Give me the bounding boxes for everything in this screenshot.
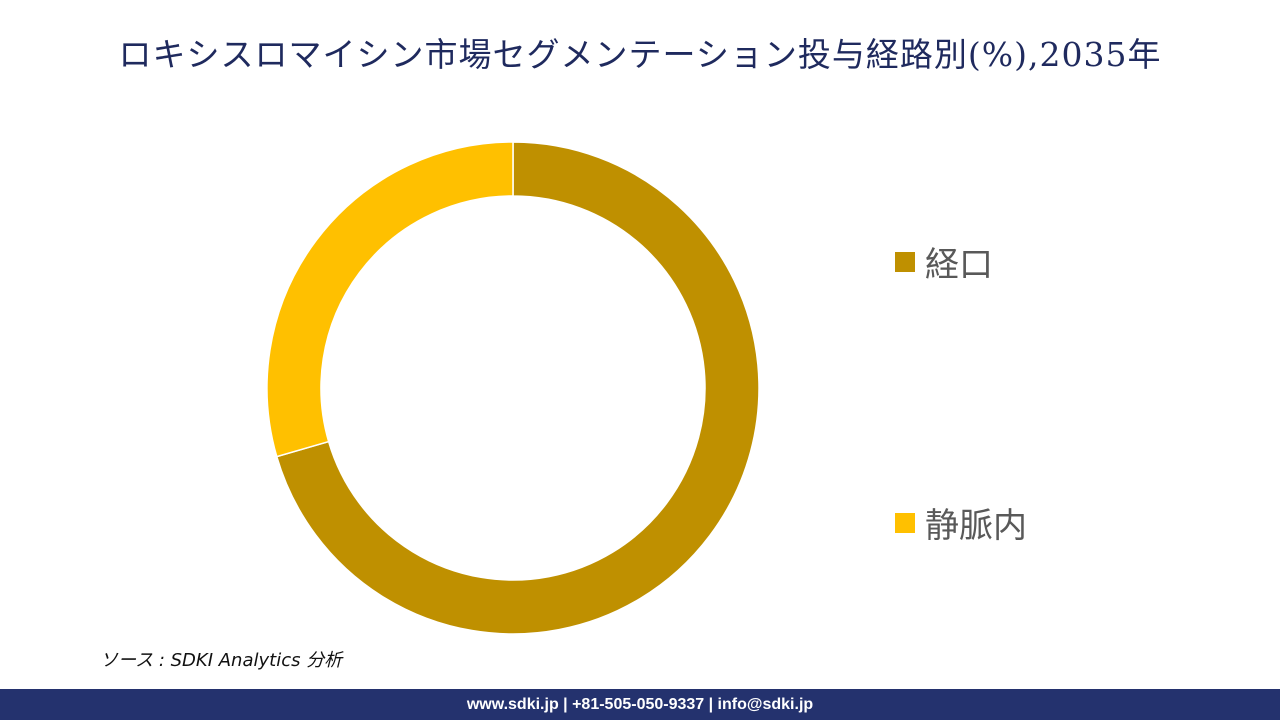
legend-label-oral: 経口 — [925, 245, 993, 285]
chart-title: ロキシスロマイシン市場セグメンテーション投与経路別(%),2035年 — [118, 35, 1162, 74]
legend-item-oral: 経口 — [895, 237, 993, 286]
donut-slice-intravenous — [266, 141, 514, 458]
legend-item-intravenous: 静脈内 — [895, 498, 1027, 547]
legend-swatch-intravenous — [895, 512, 915, 533]
legend-label-intravenous: 静脈内 — [925, 506, 1027, 546]
source-note: ソース : SDKI Analytics 分析 — [100, 650, 343, 671]
donut-slices — [266, 141, 760, 635]
donut-slice-oral — [275, 141, 760, 635]
legend-swatch-oral — [895, 251, 915, 272]
footer-contact: www.sdki.jp | +81-505-050-9337 | info@sd… — [466, 695, 814, 713]
footer-bar: www.sdki.jp | +81-505-050-9337 | info@sd… — [0, 689, 1280, 720]
chart-legend: 経口 静脈内 — [895, 0, 1235, 720]
